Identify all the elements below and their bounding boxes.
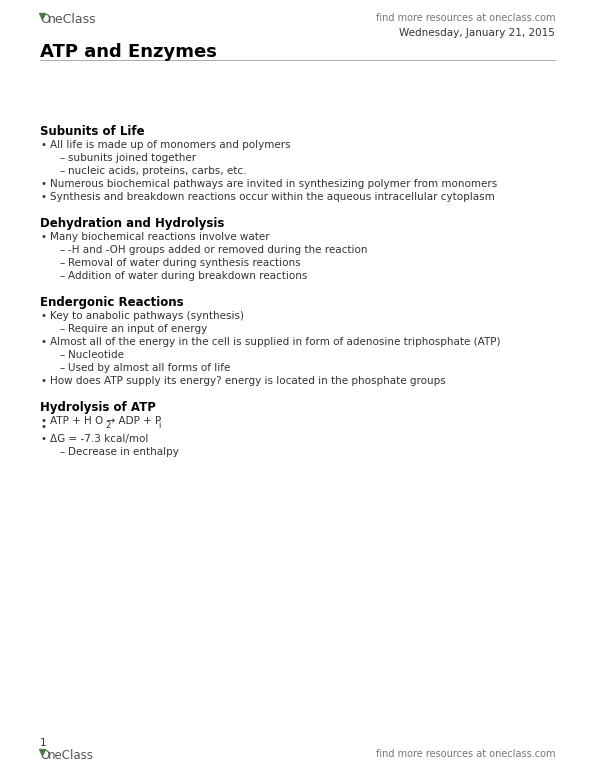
Text: 1: 1 — [40, 738, 46, 748]
Text: Many biochemical reactions involve water: Many biochemical reactions involve water — [50, 232, 270, 242]
Text: neClass: neClass — [48, 749, 94, 762]
Text: –: – — [60, 245, 65, 255]
Text: Dehydration and Hydrolysis: Dehydration and Hydrolysis — [40, 217, 224, 230]
Text: O: O — [40, 13, 50, 26]
Text: 2: 2 — [105, 421, 110, 430]
Text: •: • — [40, 179, 46, 189]
Text: •: • — [40, 434, 46, 444]
Text: i: i — [158, 421, 161, 430]
Text: nucleic acids, proteins, carbs, etc.: nucleic acids, proteins, carbs, etc. — [68, 166, 246, 176]
Text: All life is made up of monomers and polymers: All life is made up of monomers and poly… — [50, 140, 290, 150]
Text: Subunits of Life: Subunits of Life — [40, 125, 145, 138]
Text: neClass: neClass — [48, 13, 96, 26]
Text: •: • — [40, 337, 46, 347]
Text: ATP + H O → ADP + P: ATP + H O → ADP + P — [50, 416, 161, 426]
Text: Require an input of energy: Require an input of energy — [68, 324, 207, 334]
Text: Used by almost all forms of life: Used by almost all forms of life — [68, 363, 230, 373]
Text: •: • — [40, 140, 46, 150]
Text: Hydrolysis of ATP: Hydrolysis of ATP — [40, 401, 156, 414]
Text: Key to anabolic pathways (synthesis): Key to anabolic pathways (synthesis) — [50, 311, 244, 321]
Text: –: – — [60, 166, 65, 176]
Text: Wednesday, January 21, 2015: Wednesday, January 21, 2015 — [399, 28, 555, 38]
Text: •: • — [40, 416, 46, 426]
Text: O: O — [40, 749, 49, 762]
Text: –: – — [60, 153, 65, 163]
Text: –: – — [60, 363, 65, 373]
Text: –: – — [60, 258, 65, 268]
Text: Removal of water during synthesis reactions: Removal of water during synthesis reacti… — [68, 258, 300, 268]
Text: •: • — [40, 422, 46, 432]
Text: –: – — [60, 324, 65, 334]
Text: –: – — [60, 271, 65, 281]
Text: •: • — [40, 376, 46, 386]
Text: •: • — [40, 192, 46, 202]
Text: ATP and Enzymes: ATP and Enzymes — [40, 43, 217, 61]
Text: How does ATP supply its energy? energy is located in the phosphate groups: How does ATP supply its energy? energy i… — [50, 376, 446, 386]
Text: Synthesis and breakdown reactions occur within the aqueous intracellular cytopla: Synthesis and breakdown reactions occur … — [50, 192, 495, 202]
Text: find more resources at oneclass.com: find more resources at oneclass.com — [375, 749, 555, 759]
Text: •: • — [40, 311, 46, 321]
Text: find more resources at oneclass.com: find more resources at oneclass.com — [375, 13, 555, 23]
Text: ΔG = -7.3 kcal/mol: ΔG = -7.3 kcal/mol — [50, 434, 148, 444]
Text: Decrease in enthalpy: Decrease in enthalpy — [68, 447, 179, 457]
Text: Endergonic Reactions: Endergonic Reactions — [40, 296, 184, 309]
Text: Numerous biochemical pathways are invited in synthesizing polymer from monomers: Numerous biochemical pathways are invite… — [50, 179, 497, 189]
Text: Nucleotide: Nucleotide — [68, 350, 124, 360]
Text: Almost all of the energy in the cell is supplied in form of adenosine triphospha: Almost all of the energy in the cell is … — [50, 337, 500, 347]
Text: -H and -OH groups added or removed during the reaction: -H and -OH groups added or removed durin… — [68, 245, 368, 255]
Text: –: – — [60, 447, 65, 457]
Text: –: – — [60, 350, 65, 360]
Text: •: • — [40, 232, 46, 242]
Text: subunits joined together: subunits joined together — [68, 153, 196, 163]
Text: Addition of water during breakdown reactions: Addition of water during breakdown react… — [68, 271, 308, 281]
